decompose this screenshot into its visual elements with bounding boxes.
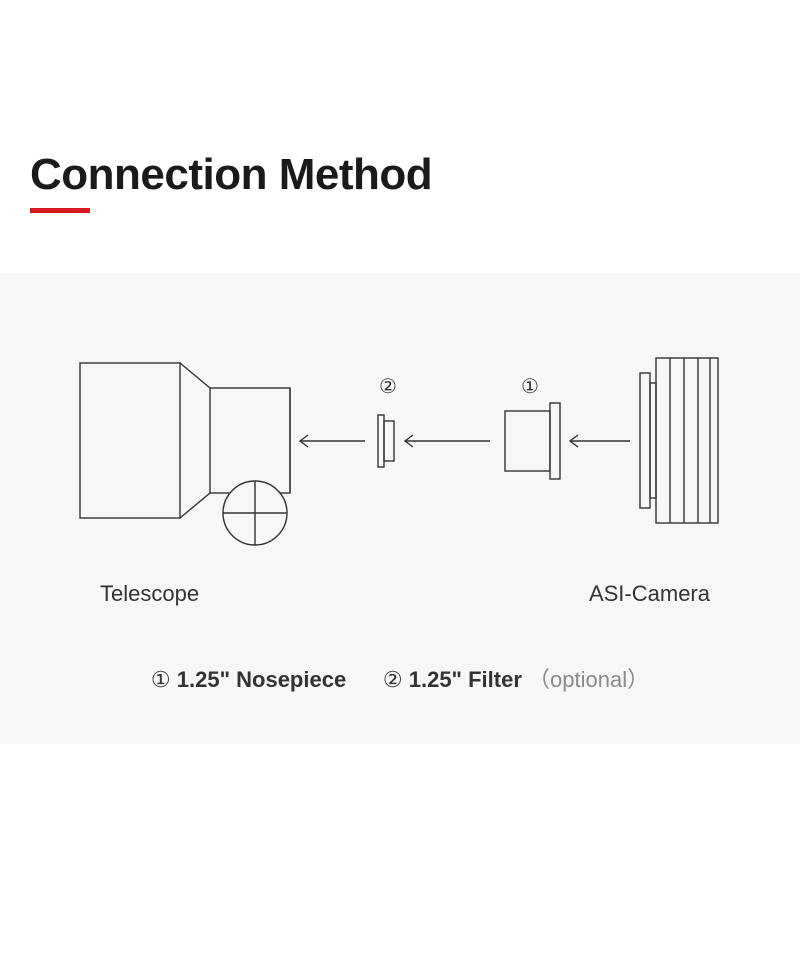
- labels-row: Telescope ASI-Camera: [40, 581, 760, 607]
- nosepiece-marker: ①: [521, 376, 539, 398]
- arrow-left-2: [405, 435, 490, 447]
- filter-icon: [378, 415, 394, 467]
- connection-diagram: ② ①: [50, 343, 750, 563]
- filter-marker: ②: [379, 376, 397, 398]
- camera-label: ASI-Camera: [589, 581, 710, 607]
- diagram-svg-wrap: ② ①: [40, 343, 760, 563]
- legend-num-1: ①: [151, 667, 171, 692]
- legend-num-2: ②: [383, 667, 403, 692]
- legend: ① 1.25" Nosepiece ② 1.25" Filter （option…: [40, 662, 760, 694]
- nosepiece-icon: [505, 403, 560, 479]
- arrow-left-1: [300, 435, 365, 447]
- page-title: Connection Method: [30, 150, 770, 200]
- accent-underline: [30, 208, 90, 213]
- legend-label-2: 1.25" Filter: [409, 667, 522, 692]
- telescope-icon: [80, 363, 290, 545]
- diagram-panel: ② ①: [0, 273, 800, 744]
- telescope-label: Telescope: [100, 581, 199, 607]
- camera-icon: [640, 358, 718, 523]
- legend-optional-2: （optional）: [528, 667, 649, 692]
- page: Connection Method: [0, 0, 800, 960]
- arrow-left-3: [570, 435, 630, 447]
- title-block: Connection Method: [0, 0, 800, 233]
- legend-label-1: 1.25" Nosepiece: [177, 667, 346, 692]
